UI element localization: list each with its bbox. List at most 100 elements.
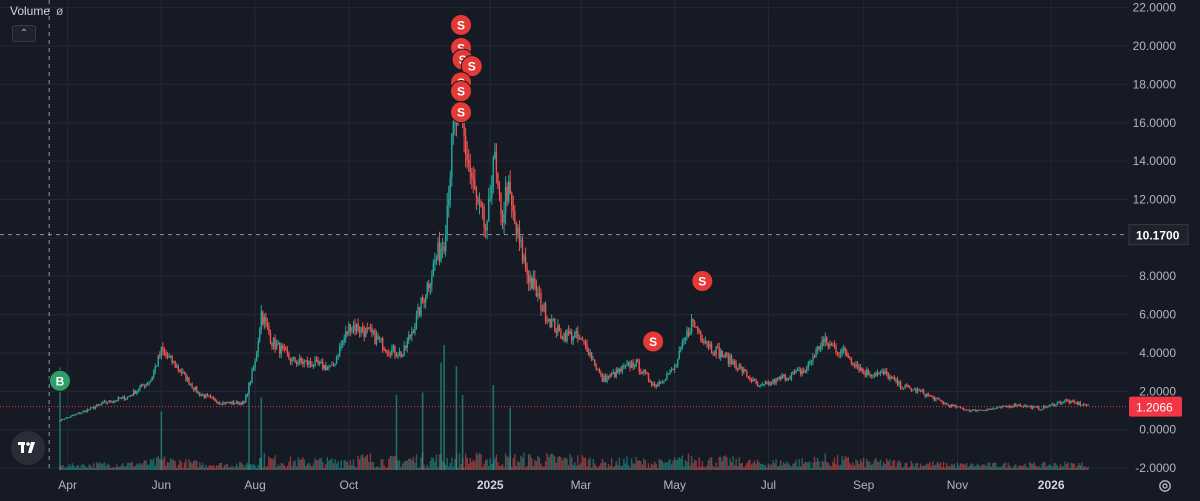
volume-bar bbox=[672, 460, 674, 470]
candle-body bbox=[732, 360, 734, 365]
volume-bar bbox=[1019, 465, 1022, 470]
volume-bar bbox=[226, 463, 229, 470]
candle-body bbox=[673, 366, 676, 370]
volume-bar bbox=[578, 464, 581, 470]
candle-body bbox=[570, 331, 573, 341]
candle-body bbox=[735, 364, 737, 369]
candle-body bbox=[644, 369, 647, 373]
volume-bar bbox=[197, 467, 199, 470]
volume-bar bbox=[494, 458, 496, 470]
candle-body bbox=[1013, 404, 1015, 408]
volume-bar bbox=[1024, 463, 1026, 470]
volume-bar bbox=[796, 466, 799, 470]
volume-bar bbox=[803, 463, 805, 470]
candle-body bbox=[343, 338, 345, 342]
candle-body bbox=[1039, 409, 1042, 411]
volume-bar bbox=[681, 455, 684, 470]
volume-bar bbox=[982, 464, 985, 470]
candle-body bbox=[152, 371, 155, 377]
candle-body bbox=[259, 329, 261, 342]
x-tick-label: Sep bbox=[853, 478, 875, 492]
volume-bar bbox=[569, 454, 571, 470]
candle-body bbox=[812, 357, 814, 361]
marker-label: S bbox=[468, 60, 476, 74]
volume-bar bbox=[1051, 466, 1054, 470]
candle-body bbox=[869, 374, 871, 376]
volume-bar bbox=[1061, 466, 1063, 470]
collapse-legend-button[interactable]: ⌃ bbox=[12, 25, 36, 42]
volume-bar bbox=[862, 457, 865, 470]
candle-body bbox=[718, 347, 720, 358]
candle-body bbox=[1073, 400, 1075, 403]
candle-body bbox=[740, 365, 742, 367]
volume-bar bbox=[846, 457, 848, 470]
volume-bar bbox=[251, 464, 253, 470]
volume-bar bbox=[289, 456, 292, 470]
marker-label: S bbox=[457, 106, 465, 120]
candle-body bbox=[566, 330, 568, 342]
candle-body bbox=[590, 352, 593, 360]
volume-bars bbox=[59, 345, 1089, 470]
candle-body bbox=[157, 355, 159, 366]
candle-body bbox=[850, 358, 853, 364]
candle-body bbox=[137, 389, 140, 391]
volume-bar bbox=[1045, 466, 1048, 470]
candle-body bbox=[171, 356, 173, 364]
volume-bar bbox=[572, 464, 574, 470]
volume-bar bbox=[778, 465, 780, 470]
candle-body bbox=[196, 386, 198, 393]
candle-body bbox=[1032, 406, 1034, 409]
volume-bar bbox=[798, 459, 800, 470]
volume-bar bbox=[700, 467, 702, 470]
candle-body bbox=[803, 370, 805, 372]
candle-body bbox=[723, 356, 725, 358]
volume-bar bbox=[810, 467, 813, 470]
candle-body bbox=[444, 234, 447, 252]
candle-body bbox=[487, 199, 490, 222]
candle-body bbox=[394, 345, 396, 355]
volume-bar bbox=[895, 467, 897, 470]
volume-bar bbox=[228, 467, 230, 470]
volume-bar bbox=[617, 465, 619, 470]
x-tick-label: Jul bbox=[761, 478, 776, 492]
candle-body bbox=[558, 325, 561, 332]
volume-bar bbox=[108, 464, 110, 470]
candle-body bbox=[793, 371, 796, 373]
volume-bar bbox=[913, 466, 916, 470]
volume-bar bbox=[94, 467, 96, 470]
volume-bar bbox=[729, 458, 731, 470]
candle-body bbox=[328, 367, 330, 369]
candle-body bbox=[125, 398, 127, 400]
volume-bar bbox=[987, 462, 989, 470]
x-tick-label: May bbox=[663, 478, 686, 492]
candle-body bbox=[358, 330, 361, 333]
candle-body bbox=[432, 263, 435, 277]
volume-bar bbox=[936, 461, 939, 470]
volume-bar bbox=[477, 454, 479, 470]
volume-bar bbox=[389, 455, 392, 470]
volume-bar bbox=[266, 466, 269, 470]
candle-body bbox=[1055, 405, 1057, 407]
candle-body bbox=[1027, 406, 1029, 408]
volume-bar bbox=[855, 459, 857, 470]
volume-bar bbox=[531, 458, 533, 470]
candle-body bbox=[541, 310, 544, 312]
candle-body bbox=[380, 338, 382, 340]
x-tick-label: Oct bbox=[340, 478, 359, 492]
volume-bar bbox=[1021, 466, 1023, 470]
tradingview-logo-icon[interactable] bbox=[11, 431, 45, 465]
volume-bar bbox=[847, 457, 850, 470]
volume-bar bbox=[932, 461, 934, 470]
candle-body bbox=[322, 361, 324, 369]
volume-bar bbox=[979, 466, 982, 470]
volume-bar bbox=[259, 458, 261, 470]
volume-bar bbox=[249, 463, 252, 470]
candle-body bbox=[105, 401, 107, 403]
gear-icon[interactable] bbox=[1157, 478, 1173, 494]
candle-body bbox=[750, 379, 753, 382]
candle-body bbox=[82, 411, 84, 413]
candle-body bbox=[667, 373, 670, 375]
candle-body bbox=[443, 246, 445, 252]
candle-body bbox=[268, 326, 270, 334]
